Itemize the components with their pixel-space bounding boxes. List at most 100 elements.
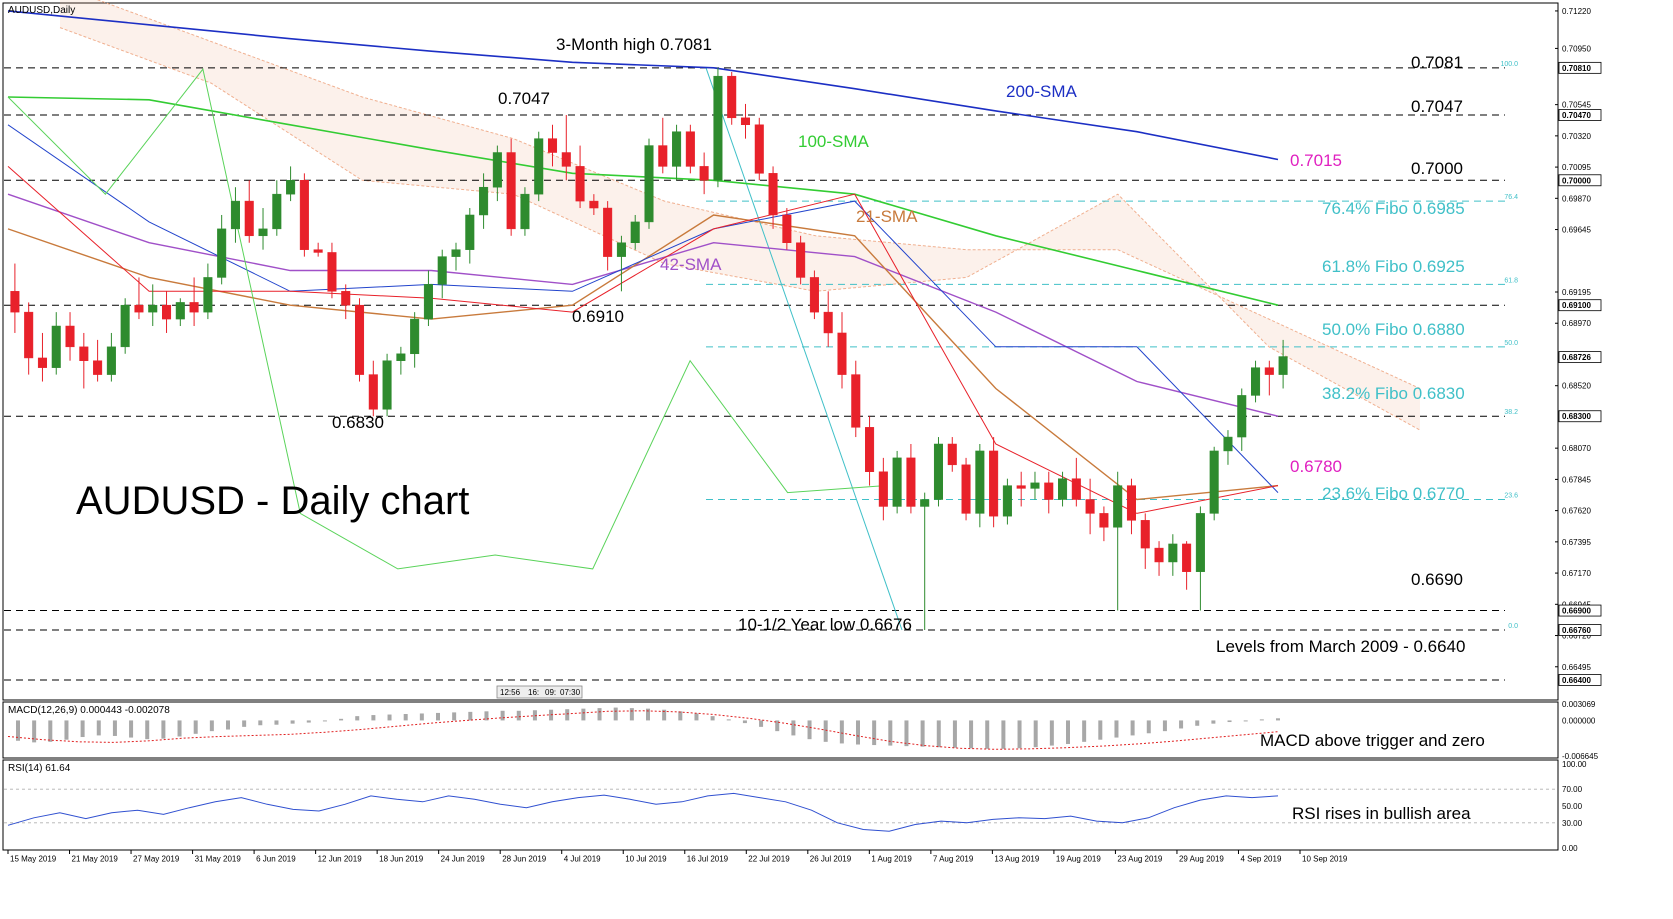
date-tick-6: 18 Jun 2019 (379, 855, 424, 864)
candle-body-15 (217, 228, 227, 278)
candle-body-47 (658, 145, 668, 167)
macd-tick-0: 0.003069 (1562, 700, 1596, 709)
macd-bar-54 (888, 720, 893, 746)
level-box-0 (1558, 61, 1602, 74)
macd-bar-28 (468, 711, 473, 721)
annotation-3month-high: 3-Month high 0.7081 (556, 35, 712, 54)
price-tick-7: 0.69195 (1562, 288, 1591, 297)
date-tick-19: 29 Aug 2019 (1179, 855, 1224, 864)
candle-body-18 (258, 228, 268, 237)
macd-bar-17 (290, 720, 295, 724)
macd-bar-10 (177, 720, 182, 737)
rsi-line (7, 792, 1279, 832)
candle-body-86 (1195, 513, 1205, 572)
candle-body-67 (933, 443, 944, 500)
candle-body-42 (589, 200, 599, 209)
macd-bar-62 (1017, 720, 1022, 749)
macd-bar-75 (1227, 720, 1232, 723)
annotation-0.6830: 0.6830 (332, 413, 384, 432)
candle-body-6 (93, 360, 103, 375)
level-box-text-5: 0.68300 (1562, 412, 1591, 421)
fib-diagonal (705, 67, 903, 631)
candle-body-71 (989, 450, 999, 517)
candle-body-30 (423, 284, 433, 320)
price-tick-13: 0.67395 (1562, 538, 1591, 547)
macd-bar-57 (936, 720, 941, 748)
candle-body-41 (575, 166, 585, 202)
macd-annotation: MACD above trigger and zero (1260, 731, 1485, 750)
macd-bar-48 (791, 720, 796, 736)
price-tick-1: 0.70950 (1562, 44, 1591, 53)
macd-bar-5 (96, 720, 101, 736)
date-tick-21: 10 Sep 2019 (1302, 855, 1348, 864)
candle-body-23 (327, 252, 337, 292)
time-box-3: 09: (545, 688, 556, 697)
price-tick-0: 0.71220 (1562, 7, 1591, 16)
macd-bar-73 (1195, 720, 1200, 726)
candle-body-70 (975, 450, 985, 514)
candle-body-39 (547, 138, 558, 153)
candle-body-21 (299, 180, 309, 250)
price-tick-2: 0.70545 (1562, 101, 1591, 110)
candle-body-87 (1209, 450, 1219, 514)
macd-bar-0 (16, 720, 20, 741)
candle-body-50 (699, 166, 709, 181)
label-42-sma: 42-SMA (660, 255, 722, 274)
macd-bar-53 (872, 720, 877, 746)
level-box-text-4: 0.68726 (1562, 353, 1591, 362)
candle-body-74 (1030, 482, 1040, 489)
candle-body-37 (520, 193, 530, 230)
candle-body-85 (1182, 543, 1192, 572)
candle-body-53 (740, 117, 751, 126)
candle-body-80 (1113, 485, 1123, 528)
macd-bar-63 (1033, 720, 1038, 748)
macd-bar-46 (759, 720, 764, 727)
fib-tag-3: 76.4 (1504, 194, 1518, 201)
macd-bar-38 (629, 708, 634, 721)
macd-bar-40 (662, 709, 667, 721)
macd-bar-7 (129, 720, 134, 738)
macd-bar-9 (161, 720, 166, 739)
candle-body-43 (603, 207, 613, 257)
price-tick-17: 0.66495 (1562, 663, 1591, 672)
candle-body-56 (782, 214, 792, 243)
level-box-text-1: 0.70470 (1562, 111, 1591, 120)
date-tick-3: 31 May 2019 (195, 855, 242, 864)
candle-body-26 (368, 374, 378, 410)
level-box-1 (1558, 109, 1602, 121)
candle-body-45 (630, 221, 640, 243)
rsi-plot: 100.00 70.00 50.00 30.00 0.00 (4, 760, 1587, 853)
macd-bar-44 (726, 719, 731, 721)
macd-bar-59 (969, 720, 974, 749)
candle-body-8 (120, 304, 130, 348)
fib-tag-8: 23.6 (1504, 493, 1518, 500)
date-tick-4: 6 Jun 2019 (256, 855, 296, 864)
horizontal-levels: 100.0 76.4 61.8 50.0 38.2 23.6 0.0 (4, 61, 1518, 681)
date-tick-15: 7 Aug 2019 (933, 855, 974, 864)
date-tick-10: 10 Jul 2019 (625, 855, 667, 864)
macd-bar-3 (64, 720, 69, 740)
level-box-7 (1558, 624, 1602, 636)
macd-bar-23 (387, 714, 392, 721)
time-box: 12:56 16: 09: 07:30 (496, 685, 583, 699)
price-axis: 0.71220 0.70950 0.70545 0.70320 0.70095 0.698… (1555, 7, 1602, 686)
price-tick-11: 0.67845 (1562, 475, 1591, 484)
macd-plot: 0.003069 0.000000 -0.006645 (7, 700, 1599, 761)
macd-bar-52 (856, 720, 860, 745)
macd-bar-70 (1146, 720, 1151, 734)
level-label-0.7081: 0.7081 (1411, 53, 1463, 72)
candle-body-0 (10, 291, 20, 313)
candle-body-32 (451, 249, 461, 257)
level-box-8 (1558, 674, 1602, 686)
level-label-fib-23: 23.6% Fibo 0.6770 (1322, 484, 1465, 503)
candle-body-69 (961, 464, 971, 514)
candle-body-9 (134, 304, 144, 313)
ichimoku-cloud (59, 0, 1421, 431)
macd-bar-6 (112, 720, 117, 736)
level-box-text-3: 0.69100 (1562, 301, 1591, 310)
macd-bar-8 (145, 720, 150, 740)
candle-body-68 (947, 443, 957, 466)
candle-body-73 (1016, 485, 1026, 489)
macd-bar-55 (904, 720, 909, 747)
